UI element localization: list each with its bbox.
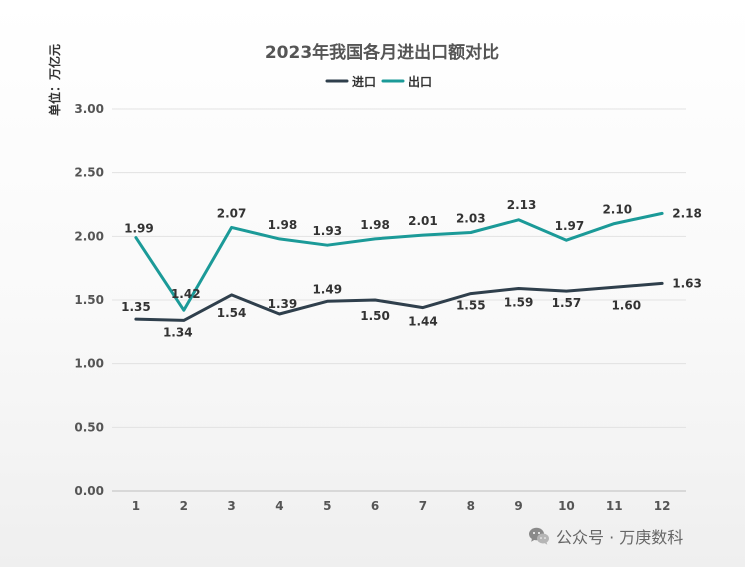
data-label: 2.07 xyxy=(217,206,247,220)
data-label: 1.55 xyxy=(456,299,486,313)
x-tick-label: 11 xyxy=(606,499,623,513)
data-label: 1.59 xyxy=(504,296,534,310)
x-tick-label: 8 xyxy=(467,499,475,513)
data-label: 1.57 xyxy=(552,296,582,310)
series-line xyxy=(134,281,664,322)
data-labels: 1.35 1.34 1.54 1.39 1.49 1.50 1.44 1.55 1.59 1.57… xyxy=(121,198,702,340)
data-label: 1.54 xyxy=(217,306,247,320)
data-label: 2.13 xyxy=(507,198,537,212)
y-axis-title: 单位：万亿元 xyxy=(47,44,62,116)
data-label: 1.60 xyxy=(611,298,641,312)
y-tick-label: 3.00 xyxy=(74,102,104,116)
x-tick-label: 5 xyxy=(323,499,331,513)
x-tick-label: 10 xyxy=(558,499,575,513)
y-tick-label: 2.00 xyxy=(74,229,104,243)
series-line xyxy=(134,211,664,312)
data-label: 1.98 xyxy=(360,218,390,232)
series-group xyxy=(134,211,664,322)
watermark-text: 公众号 · 万庚数科 xyxy=(556,528,684,547)
legend: 进口 出口 xyxy=(325,74,432,89)
data-label: 1.63 xyxy=(672,276,702,290)
x-tick-label: 4 xyxy=(275,499,283,513)
x-tick-label: 9 xyxy=(514,499,522,513)
y-tick-label: 0.00 xyxy=(74,484,104,498)
y-tick-label: 1.50 xyxy=(74,293,104,307)
x-tick-label: 6 xyxy=(371,499,379,513)
y-tick-label: 2.50 xyxy=(74,166,104,180)
wechat-icon xyxy=(529,527,549,545)
data-label: 1.98 xyxy=(268,218,298,232)
y-axis-ticks: 0.00 0.50 1.00 1.50 2.00 2.50 3.00 xyxy=(74,102,104,498)
x-tick-label: 12 xyxy=(654,499,671,513)
x-axis-ticks: 1 2 3 4 5 6 7 8 9 10 11 12 xyxy=(132,499,671,513)
data-label: 1.42 xyxy=(171,287,201,301)
data-label: 1.34 xyxy=(163,325,193,339)
y-tick-label: 0.50 xyxy=(74,420,104,434)
watermark: 公众号 · 万庚数科 xyxy=(528,524,683,548)
data-label: 1.44 xyxy=(408,315,438,329)
data-label: 2.10 xyxy=(602,203,632,217)
y-tick-label: 1.00 xyxy=(74,357,104,371)
x-tick-label: 2 xyxy=(180,499,188,513)
gridlines xyxy=(112,108,686,492)
data-label: 1.49 xyxy=(312,282,342,296)
data-label: 1.97 xyxy=(555,219,585,233)
legend-label: 出口 xyxy=(408,74,432,89)
x-tick-label: 7 xyxy=(419,499,427,513)
chart-title: 2023年我国各月进出口额对比 xyxy=(265,42,499,63)
data-label: 1.35 xyxy=(121,300,151,314)
data-label: 2.01 xyxy=(408,214,438,228)
x-tick-label: 1 xyxy=(132,499,140,513)
x-tick-label: 3 xyxy=(227,499,235,513)
data-label: 1.99 xyxy=(124,222,154,236)
data-label: 1.93 xyxy=(312,224,342,238)
data-label: 2.03 xyxy=(456,212,486,226)
data-label: 1.39 xyxy=(268,297,298,311)
legend-label: 进口 xyxy=(352,74,376,89)
data-label: 2.18 xyxy=(672,206,702,220)
data-label: 1.50 xyxy=(360,309,390,323)
